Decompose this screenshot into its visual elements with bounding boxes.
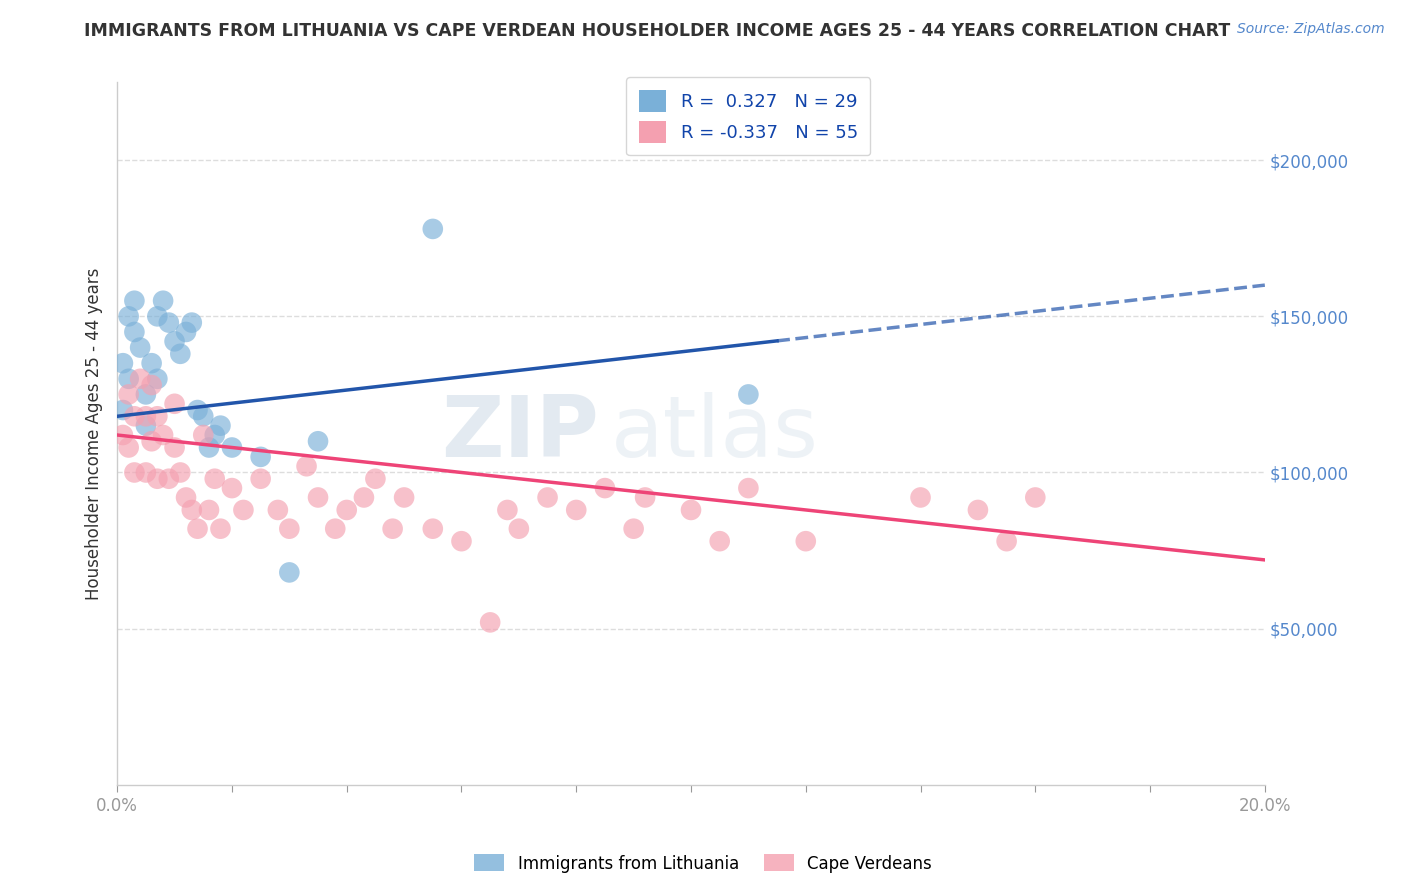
Point xyxy=(124,293,146,308)
Point xyxy=(146,310,169,324)
Point xyxy=(193,428,215,442)
Point xyxy=(186,522,208,536)
Point xyxy=(995,534,1018,549)
Point xyxy=(232,503,254,517)
Point xyxy=(169,347,191,361)
Point xyxy=(124,325,146,339)
Point xyxy=(249,450,271,464)
Point xyxy=(118,441,141,455)
Point xyxy=(794,534,817,549)
Point xyxy=(221,441,243,455)
Point xyxy=(422,522,444,536)
Point xyxy=(1024,491,1046,505)
Point xyxy=(593,481,616,495)
Point xyxy=(129,372,152,386)
Point xyxy=(209,522,232,536)
Text: Source: ZipAtlas.com: Source: ZipAtlas.com xyxy=(1237,22,1385,37)
Point xyxy=(737,387,759,401)
Legend: Immigrants from Lithuania, Cape Verdeans: Immigrants from Lithuania, Cape Verdeans xyxy=(468,847,938,880)
Point xyxy=(221,481,243,495)
Point xyxy=(152,428,174,442)
Point xyxy=(267,503,290,517)
Point xyxy=(129,341,152,355)
Point xyxy=(111,356,134,370)
Point xyxy=(146,472,169,486)
Point xyxy=(141,356,163,370)
Point xyxy=(111,428,134,442)
Legend: R =  0.327   N = 29, R = -0.337   N = 55: R = 0.327 N = 29, R = -0.337 N = 55 xyxy=(626,77,870,155)
Point xyxy=(422,222,444,236)
Point xyxy=(295,459,318,474)
Point xyxy=(169,466,191,480)
Point xyxy=(163,334,186,349)
Point xyxy=(198,441,221,455)
Point xyxy=(118,372,141,386)
Point xyxy=(163,441,186,455)
Point xyxy=(180,503,202,517)
Point xyxy=(135,418,157,433)
Point xyxy=(186,403,208,417)
Text: atlas: atlas xyxy=(610,392,818,475)
Point xyxy=(364,472,387,486)
Point xyxy=(278,522,301,536)
Point xyxy=(336,503,359,517)
Point xyxy=(634,491,657,505)
Point xyxy=(479,615,502,630)
Point xyxy=(157,316,180,330)
Point xyxy=(737,481,759,495)
Point xyxy=(381,522,404,536)
Point xyxy=(209,418,232,433)
Point xyxy=(278,566,301,580)
Point xyxy=(193,409,215,424)
Point xyxy=(496,503,519,517)
Point xyxy=(307,491,329,505)
Point xyxy=(141,378,163,392)
Point xyxy=(111,403,134,417)
Point xyxy=(174,491,197,505)
Point xyxy=(135,466,157,480)
Point xyxy=(118,310,141,324)
Point xyxy=(392,491,415,505)
Point xyxy=(623,522,645,536)
Point xyxy=(204,472,226,486)
Point xyxy=(135,387,157,401)
Point xyxy=(141,434,163,449)
Point xyxy=(124,466,146,480)
Point xyxy=(967,503,990,517)
Point xyxy=(180,316,202,330)
Point xyxy=(910,491,932,505)
Point xyxy=(249,472,271,486)
Point xyxy=(565,503,588,517)
Point xyxy=(198,503,221,517)
Point xyxy=(508,522,530,536)
Point xyxy=(152,293,174,308)
Point xyxy=(135,409,157,424)
Point xyxy=(353,491,375,505)
Point xyxy=(204,428,226,442)
Point xyxy=(307,434,329,449)
Point xyxy=(709,534,731,549)
Point xyxy=(146,409,169,424)
Text: IMMIGRANTS FROM LITHUANIA VS CAPE VERDEAN HOUSEHOLDER INCOME AGES 25 - 44 YEARS : IMMIGRANTS FROM LITHUANIA VS CAPE VERDEA… xyxy=(84,22,1230,40)
Point xyxy=(450,534,472,549)
Point xyxy=(679,503,702,517)
Point xyxy=(124,409,146,424)
Point xyxy=(146,372,169,386)
Point xyxy=(163,397,186,411)
Y-axis label: Householder Income Ages 25 - 44 years: Householder Income Ages 25 - 44 years xyxy=(86,268,103,599)
Point xyxy=(536,491,558,505)
Text: ZIP: ZIP xyxy=(441,392,599,475)
Point xyxy=(174,325,197,339)
Point xyxy=(118,387,141,401)
Point xyxy=(157,472,180,486)
Point xyxy=(323,522,346,536)
